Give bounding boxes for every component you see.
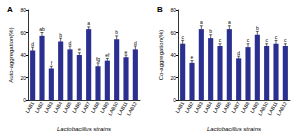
svg-text:60: 60 — [20, 30, 26, 36]
svg-text:c: c — [275, 34, 278, 40]
svg-text:0: 0 — [23, 97, 26, 103]
svg-text:LAB6: LAB6 — [70, 100, 82, 115]
svg-text:80: 80 — [20, 7, 26, 13]
svg-text:c: c — [181, 34, 184, 40]
svg-text:LAB2: LAB2 — [183, 100, 195, 115]
svg-text:fg: fg — [96, 56, 100, 62]
svg-text:LAB3: LAB3 — [192, 100, 204, 115]
svg-text:LAB3: LAB3 — [42, 100, 54, 115]
svg-text:LAB8: LAB8 — [89, 100, 101, 115]
svg-text:b: b — [209, 28, 212, 34]
svg-text:Lactobacillus strains: Lactobacillus strains — [207, 126, 261, 132]
svg-text:d: d — [69, 40, 72, 46]
svg-text:LAB11: LAB11 — [116, 100, 129, 117]
svg-text:b: b — [256, 25, 259, 31]
svg-text:LAB2: LAB2 — [33, 100, 45, 115]
svg-text:60: 60 — [170, 30, 176, 36]
svg-text:LAB4: LAB4 — [202, 100, 214, 115]
svg-text:LAB10: LAB10 — [106, 100, 120, 117]
svg-text:LAB8: LAB8 — [239, 100, 251, 115]
svg-text:LAB10: LAB10 — [256, 100, 270, 117]
svg-text:LAB7: LAB7 — [80, 100, 92, 115]
svg-text:e: e — [125, 49, 128, 55]
svg-text:LAB7: LAB7 — [230, 100, 242, 115]
svg-text:b: b — [115, 29, 118, 35]
svg-text:ef: ef — [105, 52, 110, 58]
svg-text:LAB9: LAB9 — [248, 100, 260, 115]
svg-text:e: e — [78, 46, 81, 52]
svg-text:LAB5: LAB5 — [211, 100, 223, 115]
svg-text:LAB12: LAB12 — [275, 100, 288, 116]
svg-text:c: c — [247, 37, 250, 43]
svg-text:a: a — [87, 20, 90, 26]
svg-text:80: 80 — [170, 7, 176, 13]
svg-text:LAB5: LAB5 — [61, 100, 73, 115]
svg-text:LAB1: LAB1 — [24, 100, 36, 115]
svg-text:Auto-aggregation(%): Auto-aggregation(%) — [8, 27, 14, 82]
svg-text:LAB4: LAB4 — [52, 100, 64, 115]
svg-text:c: c — [284, 37, 287, 43]
svg-text:ab: ab — [39, 26, 45, 32]
svg-text:40: 40 — [170, 52, 176, 58]
svg-text:B: B — [157, 5, 163, 14]
svg-text:d: d — [134, 40, 137, 46]
svg-text:20: 20 — [170, 75, 176, 81]
svg-text:Lactobacillus strains: Lactobacillus strains — [57, 126, 111, 132]
svg-text:d: d — [31, 41, 34, 47]
svg-text:Co-aggregation(%): Co-aggregation(%) — [158, 30, 164, 81]
svg-text:c: c — [265, 37, 268, 43]
svg-text:40: 40 — [20, 52, 26, 58]
svg-text:a: a — [200, 19, 203, 25]
svg-text:LAB11: LAB11 — [266, 100, 279, 117]
svg-text:b: b — [59, 32, 62, 38]
svg-text:LAB12: LAB12 — [125, 100, 138, 116]
svg-text:a: a — [228, 19, 231, 25]
svg-text:LAB9: LAB9 — [98, 100, 110, 115]
svg-text:c: c — [219, 37, 222, 43]
svg-text:f: f — [51, 60, 53, 66]
svg-text:0: 0 — [173, 97, 176, 103]
svg-text:LAB6: LAB6 — [220, 100, 232, 115]
svg-text:A: A — [7, 5, 13, 14]
svg-text:e: e — [191, 54, 194, 60]
svg-text:LAB1: LAB1 — [174, 100, 186, 115]
svg-text:20: 20 — [20, 75, 26, 81]
svg-text:d: d — [237, 50, 240, 56]
